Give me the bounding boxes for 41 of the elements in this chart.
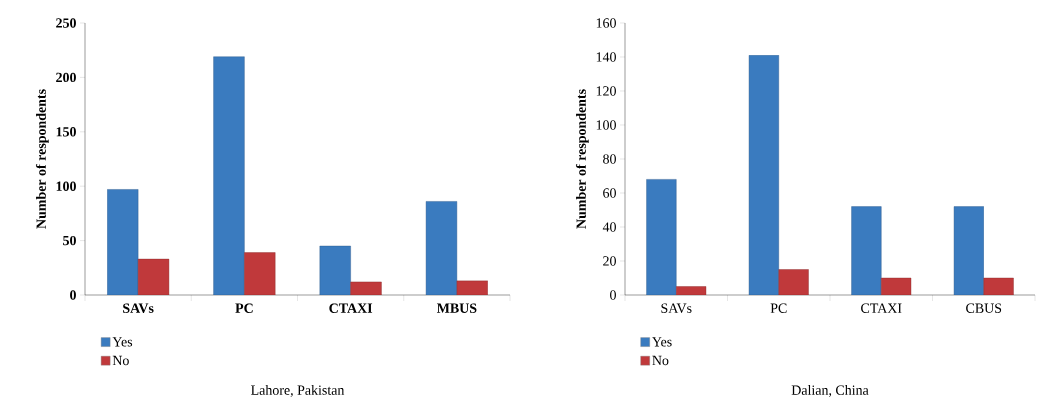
- y-tick-label: 150: [56, 127, 76, 137]
- x-tick-label: CTAXI: [861, 303, 902, 313]
- x-tick-label: CTAXI: [329, 303, 373, 313]
- legend-label: Yes: [652, 337, 672, 347]
- legend-label: No: [652, 355, 669, 366]
- x-tick-label: SAVs: [661, 303, 692, 313]
- y-tick-label: 40: [602, 222, 616, 232]
- text: Lahore, Pakistan: [251, 385, 345, 397]
- y-tick-label: 100: [596, 120, 616, 130]
- legend-label: No: [112, 355, 129, 366]
- y-tick-label: 140: [596, 52, 616, 62]
- y-axis-title: Number of respondents: [575, 89, 589, 229]
- bar: [851, 206, 882, 295]
- y-tick-label: 50: [63, 235, 76, 246]
- y-tick-label: 120: [596, 86, 616, 96]
- x-tick-label: PC: [235, 303, 253, 313]
- bar: [244, 252, 276, 295]
- x-tick-label: CBUS: [966, 303, 1002, 313]
- bar: [748, 55, 779, 295]
- text: Dalian, China: [791, 385, 869, 397]
- legend-label: Yes: [112, 337, 133, 347]
- y-tick-label: 80: [603, 154, 616, 164]
- x-tick-label: MBUS: [436, 303, 477, 313]
- y-tick-label: 160: [596, 18, 616, 28]
- bar: [953, 206, 984, 295]
- y-tick-label: 0: [610, 290, 616, 300]
- bar: [425, 201, 458, 295]
- bar: [213, 56, 245, 295]
- y-axis-title: Number of respondents: [35, 89, 49, 229]
- bar: [319, 245, 351, 295]
- y-tick-label: 60: [603, 188, 616, 198]
- y-tick-label: 100: [56, 181, 76, 191]
- y-tick-label: 0: [70, 290, 76, 300]
- y-tick-label: 250: [56, 18, 76, 28]
- y-tick-label: 20: [603, 256, 616, 266]
- bar: [107, 189, 139, 295]
- bar: [778, 269, 809, 295]
- x-tick-label: PC: [770, 303, 787, 313]
- y-tick-label: 200: [56, 72, 76, 83]
- x-tick-label: SAVs: [123, 303, 154, 313]
- bar: [646, 179, 677, 295]
